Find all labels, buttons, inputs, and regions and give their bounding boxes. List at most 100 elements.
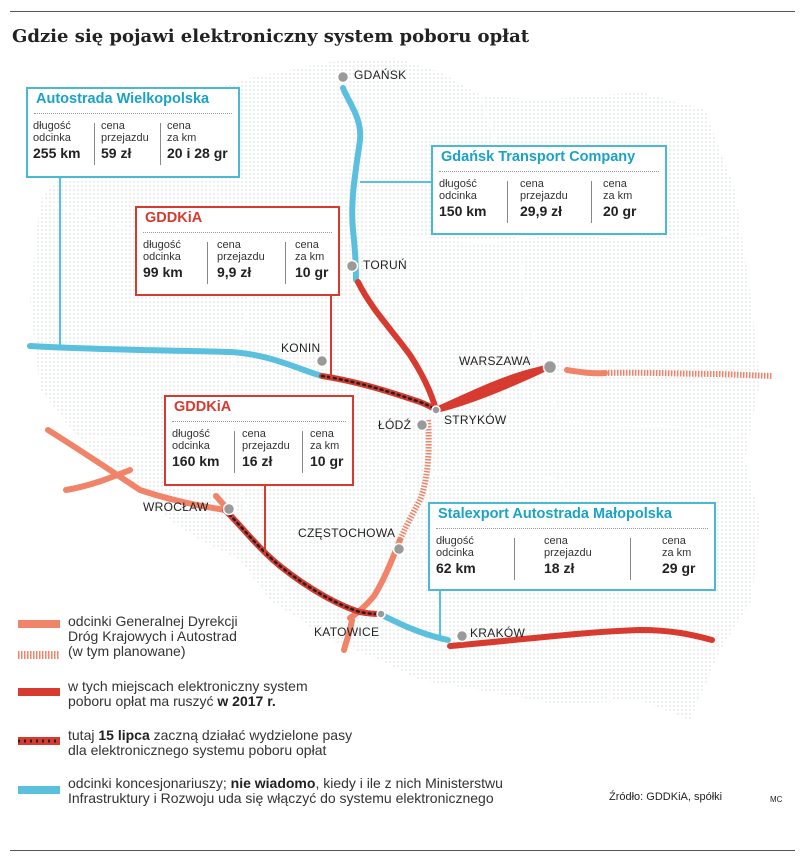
perkm-label: cena za km [295, 239, 325, 263]
legend-concession: odcinki koncesjonariuszy; nie wiadomo, k… [68, 776, 503, 806]
route-a1-torun-strykow [355, 279, 439, 413]
perkm-column: cena za km 20 i 28 gr [167, 120, 228, 161]
legend-swatches [18, 620, 60, 794]
perkm-value: 10 gr [310, 453, 344, 469]
price-label: cena przejazdu [544, 535, 592, 559]
perkm-label: cena za km [603, 178, 633, 202]
price-label: cena przejazdu [520, 178, 568, 202]
legend-etoll-2017: w tych miejscach elektroniczny system po… [68, 679, 308, 709]
box-separator [34, 113, 232, 114]
city-label-wroclaw: WROCŁAW [143, 500, 209, 514]
length-value: 160 km [172, 453, 220, 469]
column-divider [285, 242, 286, 284]
legend-dedicated-lanes: tutaj 15 lipca zaczną działać wydzielone… [68, 728, 352, 758]
column-divider [160, 123, 161, 165]
info-box-gddkia-north: GDDKiA długość odcinka 99 km cena przeja… [135, 206, 340, 296]
box-separator [143, 232, 332, 233]
box-separator [436, 528, 708, 529]
column-divider [94, 123, 95, 165]
length-column: długość odcinka 160 km [172, 428, 219, 469]
perkm-label: cena za km [310, 428, 340, 452]
city-label-katowice: KATOWICE [314, 625, 380, 639]
perkm-value: 20 i 28 gr [167, 145, 228, 161]
price-label: cena przejazdu [101, 120, 149, 144]
column-divider [591, 181, 592, 223]
city-label-gdansk: GDAŃSK [354, 68, 407, 82]
top-rule [10, 11, 795, 12]
route-s3-spur [63, 467, 133, 493]
length-label: długość odcinka [33, 120, 71, 144]
route-s8-west [45, 427, 228, 513]
perkm-column: cena za km 20 gr [603, 178, 636, 219]
length-value: 62 km [436, 560, 476, 576]
box-title: Autostrada Wielkopolska [36, 91, 210, 107]
city-label-lodz: ŁÓDŹ [378, 418, 412, 432]
city-label-strykow: STRYKÓW [444, 413, 507, 427]
price-column: cena przejazdu 18 zł [544, 535, 592, 576]
length-column: długość odcinka 255 km [33, 120, 80, 161]
info-box-gddkia-south: GDDKiA długość odcinka 160 km cena przej… [164, 395, 354, 486]
page-title: Gdzie się pojawi elektroniczny system po… [12, 26, 530, 47]
city-label-czestochowa: CZĘSTOCHOWA [298, 526, 396, 540]
city-label-warszawa: WARSZAWA [459, 354, 531, 368]
price-value: 16 zł [242, 453, 273, 469]
box-title: Gdańsk Transport Company [441, 149, 636, 165]
price-column: cena przejazdu 9,9 zł [217, 239, 265, 280]
city-label-torun: TORUŃ [363, 258, 407, 272]
length-label: długość odcinka [439, 178, 477, 202]
box-separator [439, 171, 659, 172]
info-box-stalexport: Stalexport Autostrada Małopolska długość… [428, 502, 716, 591]
perkm-column: cena za km 29 gr [662, 535, 695, 576]
price-label: cena przejazdu [242, 428, 290, 452]
price-column: cena przejazdu 59 zł [101, 120, 149, 161]
gddkia-routes [45, 367, 608, 653]
box-title: GDDKiA [145, 210, 203, 226]
box-separator [172, 421, 346, 422]
price-value: 9,9 zł [217, 264, 252, 280]
source-credit: Źródło: GDDKiA, spółki [609, 791, 723, 803]
route-a2-east [564, 367, 608, 377]
perkm-label: cena za km [167, 120, 197, 144]
price-label: cena przejazdu [217, 239, 265, 263]
legend-lanes-text: tutaj [68, 727, 99, 743]
length-label: długość odcinka [172, 428, 210, 452]
legend-etoll-text: w tych miejscach elektroniczny system po… [68, 678, 308, 709]
price-value: 59 zł [101, 145, 132, 161]
route-a2-wielkopolska [27, 343, 325, 379]
bottom-rule [10, 850, 795, 851]
route-s1-south [341, 617, 355, 653]
box-title: GDDKiA [174, 399, 232, 415]
length-column: długość odcinka 150 km [439, 178, 486, 219]
price-column: cena przejazdu 29,9 zł [520, 178, 568, 219]
price-value: 29,9 zł [520, 203, 563, 219]
perkm-value: 10 gr [295, 264, 329, 280]
route-a4-krakow-east [447, 627, 715, 649]
route-a1-gtc [340, 85, 364, 283]
planned-routes [397, 369, 773, 542]
author-initials: MC [770, 795, 783, 804]
legend-etoll-bold: w 2017 r. [217, 693, 276, 709]
length-column: długość odcinka 99 km [143, 239, 183, 280]
route-a2-planned [604, 369, 773, 379]
route-a1-south [347, 537, 403, 621]
length-label: długość odcinka [436, 535, 474, 559]
perkm-column: cena za km 10 gr [310, 428, 343, 469]
perkm-column: cena za km 10 gr [295, 239, 328, 280]
length-value: 99 km [143, 264, 183, 280]
length-label: długość odcinka [143, 239, 181, 263]
perkm-label: cena za km [662, 535, 692, 559]
info-box-wielkopolska: Autostrada Wielkopolska długość odcinka … [26, 87, 240, 178]
legend-conc-text-2: , kiedy i ile z nich Ministerstwu Infras… [68, 775, 503, 806]
city-dots [222, 70, 558, 643]
legend-lanes-bold: 15 lipca [98, 727, 150, 743]
column-divider [507, 181, 508, 223]
legend-conc-bold: nie wiadomo [230, 775, 316, 791]
info-box-gtc: Gdańsk Transport Company długość odcinka… [431, 145, 667, 235]
column-divider [302, 431, 303, 473]
column-divider [630, 538, 631, 580]
column-divider [234, 431, 235, 473]
perkm-value: 20 gr [603, 203, 637, 219]
box-connectors [59, 178, 441, 640]
length-column: długość odcinka 62 km [436, 535, 476, 576]
city-label-konin: KONIN [281, 341, 321, 355]
